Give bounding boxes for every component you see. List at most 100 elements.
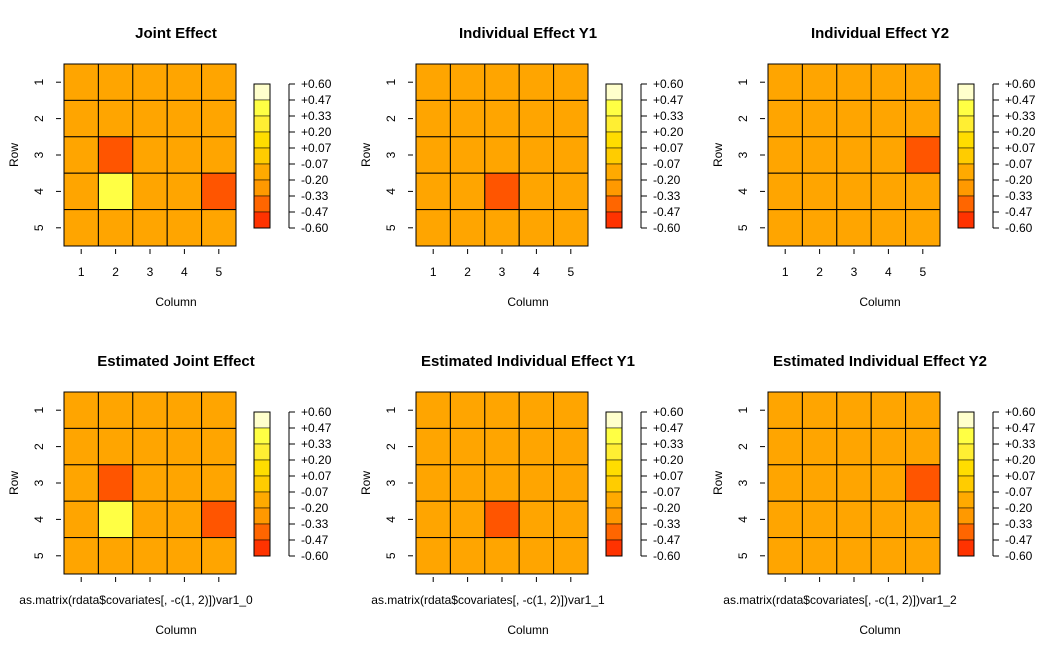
legend-border [253,83,271,229]
heatmap-cell [767,209,803,247]
legend-label: -0.47 [653,205,681,219]
heatmap-cell [870,500,907,539]
heatmap-cell [518,209,555,247]
heatmap-cell [97,500,134,539]
heatmap-cell [63,500,99,539]
heatmap-cell [553,99,589,138]
legend-label: -0.60 [1005,221,1033,235]
legend-label: -0.60 [1005,549,1033,563]
y-tick-label: 2 [32,115,46,122]
heatmap-cell [166,136,203,174]
legend-swatch [253,179,271,197]
heatmap-cell [63,99,99,138]
heatmap-cell [767,391,803,429]
legend-swatch [957,459,975,477]
legend-swatch [605,147,623,165]
legend-swatch [253,539,271,557]
legend-label: +0.33 [301,437,332,451]
heatmap-cell [905,464,941,502]
heatmap-cell [201,500,237,539]
heatmap-panel: Estimated Individual Effect Y2 1 2 3 4 5 as.ma… [711,353,1035,637]
legend-label: +0.07 [1005,141,1036,155]
heatmap-cell [801,464,838,502]
heatmap-cell [484,464,520,502]
heatmap-cell [767,464,803,502]
heatmap-cell [63,172,99,211]
legend-label: +0.60 [301,77,332,91]
heatmap-cell [905,427,941,466]
x-tick-label: 4 [181,265,188,279]
heatmap-cell [166,391,203,429]
legend-label: -0.47 [1005,533,1033,547]
heatmap-cell [201,464,237,502]
plot-border [63,63,237,247]
chart-title: Estimated Individual Effect Y1 [421,353,635,370]
heatmap-panel: Joint Effect 1 2 3 4 5 1 2 3 4 5 Column Row +0.60 +0.4… [7,25,331,309]
legend-swatch [253,443,271,461]
heatmap-panel: Individual Effect Y2 1 2 3 4 5 1 2 3 4 5 Column Row +… [711,25,1035,309]
covariate-label: as.matrix(rdata$covariates[, -c(1, 2)])v… [371,593,605,607]
legend-swatch [605,459,623,477]
heatmap-cell [905,63,941,101]
legend-label: -0.20 [653,501,681,515]
heatmap-cell [518,427,555,466]
legend-label: +0.60 [1005,77,1036,91]
color-legend: +0.60 +0.47 +0.33 +0.20 +0.07 -0.07 -0.20 -0.33… [957,405,1036,563]
y-tick-label: 5 [736,224,750,231]
heatmap-cell [415,136,451,174]
legend-label: -0.07 [653,485,681,499]
heatmap-cell [132,99,168,138]
heatmap-cell [97,209,134,247]
heatmap-cell [870,537,907,575]
heatmap-cell [553,63,589,101]
heatmap-cell [801,427,838,466]
y-tick-label: 1 [736,79,750,86]
heatmap-cell [449,427,486,466]
legend-label: +0.07 [301,141,332,155]
y-tick-label: 5 [384,224,398,231]
y-tick-label: 4 [384,516,398,523]
heatmap-cell [553,209,589,247]
y-tick-label: 4 [736,516,750,523]
legend-label: +0.07 [1005,469,1036,483]
heatmap-cell [905,172,941,211]
x-tick-label: 5 [919,265,926,279]
legend-swatch [605,83,623,101]
heatmap-cell [132,136,168,174]
legend-swatch [253,115,271,133]
legend-label: +0.60 [301,405,332,419]
y-tick-label: 3 [384,151,398,158]
legend-swatch [253,507,271,525]
x-tick-label: 1 [430,265,437,279]
legend-swatch [253,83,271,101]
legend-swatch [605,195,623,213]
heatmap-cell [518,391,555,429]
heatmap-cell [415,63,451,101]
heatmap-cell [97,537,134,575]
y-tick-label: 2 [384,115,398,122]
heatmap-cell [870,99,907,138]
heatmap-cell [63,63,99,101]
heatmap-cell [415,209,451,247]
heatmap-cell [836,136,872,174]
heatmap-cell [870,209,907,247]
heatmap-cell [518,537,555,575]
legend-label: -0.20 [1005,173,1033,187]
legend-swatch [957,491,975,509]
heatmap-cell [767,427,803,466]
y-tick-label: 4 [32,188,46,195]
heatmap-cell [449,63,486,101]
heatmap-cell [870,391,907,429]
covariate-label: as.matrix(rdata$covariates[, -c(1, 2)])v… [19,593,253,607]
y-tick-label: 2 [736,115,750,122]
heatmap-cell [449,99,486,138]
y-tick-label: 5 [32,224,46,231]
heatmap-cell [166,500,203,539]
legend-swatch [957,523,975,541]
x-tick-label: 3 [851,265,858,279]
legend-swatch [605,427,623,445]
x-tick-label: 2 [112,265,119,279]
x-tick-label: 5 [215,265,222,279]
legend-swatch [605,131,623,149]
